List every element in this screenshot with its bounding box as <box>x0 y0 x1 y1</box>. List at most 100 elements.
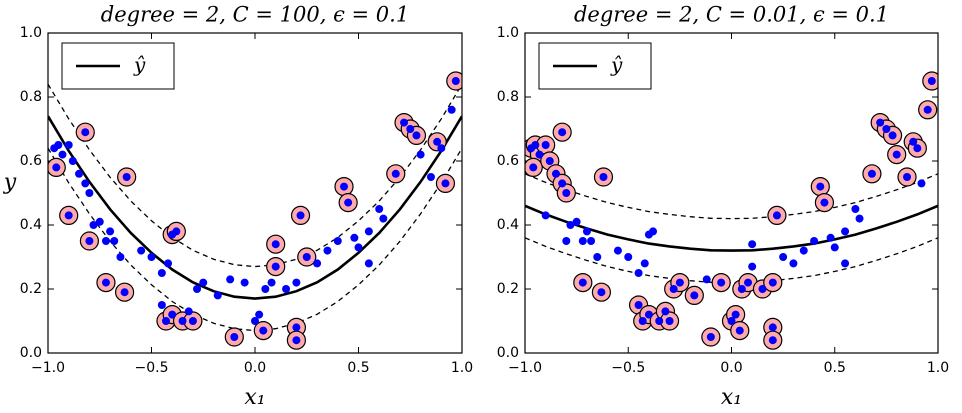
instance-point <box>261 285 270 293</box>
instance-point <box>441 179 450 188</box>
chart-title: degree = 2, C = 100, ϵ = 0.1 <box>101 3 409 27</box>
y-tick-label: 0.6 <box>497 153 519 169</box>
instance-point <box>702 275 711 284</box>
instance-point <box>157 269 166 277</box>
instance-point <box>101 237 110 245</box>
instance-point <box>333 237 342 245</box>
instance-point <box>772 211 781 220</box>
instance-point <box>157 301 166 309</box>
x-tick-label: −0.5 <box>135 360 169 376</box>
instance-point <box>426 173 435 181</box>
instance-point <box>913 144 922 153</box>
instance-point <box>917 179 926 188</box>
instance-point <box>748 240 757 249</box>
y-tick-label: 0.8 <box>20 89 42 105</box>
instance-point <box>731 310 740 319</box>
instance-point <box>562 189 571 197</box>
instance-point <box>690 291 699 300</box>
instance-point <box>558 179 567 188</box>
y-axis-label: y <box>3 170 17 195</box>
y-tick-label: 0.4 <box>497 217 519 233</box>
instance-point <box>282 285 291 293</box>
instance-point <box>106 227 115 236</box>
instance-point <box>640 259 649 268</box>
instance-point <box>529 163 538 172</box>
instance-point <box>810 237 819 245</box>
instance-point <box>323 246 332 255</box>
instance-point <box>545 157 554 165</box>
instance-point <box>292 336 301 345</box>
instance-point <box>768 278 777 287</box>
instance-point <box>799 246 808 255</box>
legend-label: ŷ <box>610 53 623 77</box>
instance-point <box>541 211 550 220</box>
instance-point <box>437 144 446 153</box>
instance-point <box>240 278 249 287</box>
instance-point <box>350 233 359 242</box>
instance-point <box>271 262 280 271</box>
instance-point <box>85 237 94 245</box>
instance-point <box>89 221 98 229</box>
instance-point <box>737 285 746 293</box>
instance-point <box>727 317 736 325</box>
instance-point <box>101 278 110 287</box>
instance-point <box>669 285 678 293</box>
instance-point <box>649 227 658 236</box>
y-tick-label: 1.0 <box>20 25 42 41</box>
instance-point <box>75 169 84 178</box>
instance-point <box>562 237 571 245</box>
instance-point <box>199 278 208 287</box>
subplot: degree = 2, C = 0.01, ϵ = 0.1 x₁ −1.0 −0.5 0… <box>497 3 949 411</box>
x-axis-label: x₁ <box>721 385 742 410</box>
instance-point <box>706 333 715 341</box>
instance-point <box>779 253 788 261</box>
instance-point <box>587 237 596 245</box>
axes-frame <box>524 32 939 354</box>
instance-point <box>541 141 550 149</box>
x-axis-label: x₁ <box>244 385 265 410</box>
instance-point <box>164 259 173 268</box>
instance-point <box>841 227 850 236</box>
instance-point <box>116 253 125 261</box>
subplot: degree = 2, C = 100, ϵ = 0.1 x₁ y −1.0 −0.5 0… <box>3 3 473 411</box>
instance-point <box>613 246 622 255</box>
instance-point <box>379 214 388 223</box>
x-tick-label: 1.0 <box>451 360 473 376</box>
instance-point <box>735 326 744 335</box>
instance-point <box>882 125 891 133</box>
instance-point <box>597 288 606 297</box>
instance-point <box>85 189 94 197</box>
instance-point <box>172 227 181 236</box>
instance-point <box>412 131 421 140</box>
instance-point <box>572 217 581 226</box>
instance-point <box>927 77 936 85</box>
instance-point <box>830 243 839 252</box>
plot-area <box>525 71 938 350</box>
plot-area <box>48 71 462 350</box>
instance-point <box>451 77 460 85</box>
instance-point <box>68 157 77 165</box>
instance-point <box>406 125 415 133</box>
instance-point <box>391 169 400 178</box>
x-tick-label: 0.5 <box>347 360 369 376</box>
legend-label: ŷ <box>133 53 146 77</box>
instance-point <box>855 214 864 223</box>
instance-point <box>226 275 235 284</box>
instance-point <box>851 205 860 213</box>
y-tick-label: 0.6 <box>20 153 42 169</box>
instance-point <box>81 179 90 188</box>
instance-point <box>188 317 197 325</box>
instance-point <box>364 227 373 236</box>
margin-line <box>48 147 462 332</box>
instance-point <box>64 141 73 149</box>
instance-point <box>903 173 912 181</box>
instance-point <box>230 333 239 341</box>
instance-point <box>634 301 643 309</box>
instance-point <box>168 310 177 319</box>
instance-point <box>313 259 322 268</box>
margin-line <box>525 237 938 284</box>
instance-point <box>876 118 885 127</box>
instance-point <box>748 262 757 271</box>
instance-point <box>582 227 591 236</box>
